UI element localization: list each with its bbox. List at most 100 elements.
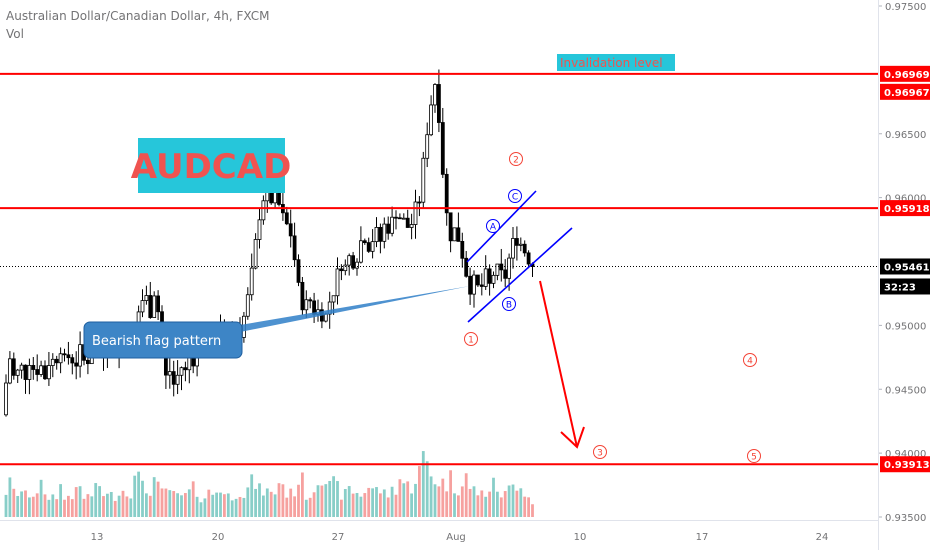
- candle-bear: [74, 362, 79, 367]
- volume-bar: [199, 502, 203, 517]
- volume-bar: [55, 499, 59, 517]
- volume-bar: [402, 483, 406, 517]
- level-badge-second-bg: [880, 83, 930, 100]
- candle-bear: [460, 241, 465, 259]
- volume-bar: [223, 494, 226, 517]
- volume-bar: [141, 480, 144, 517]
- volume-bar: [371, 488, 374, 517]
- volume-bar: [70, 499, 74, 517]
- volume-bar: [437, 486, 441, 517]
- candle-bull: [253, 239, 258, 269]
- level-badge-low-bg: [880, 456, 930, 473]
- volume-bar: [386, 497, 390, 517]
- candle-bear: [70, 357, 75, 364]
- candle-bear: [43, 365, 47, 380]
- price-tick-label: 0.96000: [885, 194, 926, 205]
- candle-bull: [358, 240, 363, 263]
- candle-bull: [401, 217, 406, 220]
- volume-bar: [496, 491, 499, 517]
- volume-bar: [133, 475, 137, 517]
- candle-bull: [370, 241, 375, 252]
- current-price-badge-bg: [880, 258, 930, 275]
- volume-bar: [418, 466, 421, 517]
- volume-bar: [28, 497, 31, 517]
- candle-bear: [464, 257, 469, 277]
- candle-bull: [167, 371, 172, 376]
- volume-bar: [191, 481, 195, 517]
- candle-bull: [433, 84, 437, 106]
- price-tick-label: 0.94000: [885, 449, 926, 460]
- volume-bar: [152, 477, 156, 517]
- volume-bar: [347, 486, 351, 517]
- candle-bear: [11, 358, 16, 376]
- candle-layer: [4, 69, 535, 417]
- candle-bear: [308, 299, 313, 302]
- volume-bar: [90, 496, 94, 517]
- candle-bull: [15, 369, 20, 376]
- level-badge-second: 0.96967: [884, 88, 930, 99]
- candle-bull: [472, 274, 476, 295]
- volume-bar: [324, 484, 328, 517]
- abc-marker-label: A: [490, 223, 497, 233]
- time-tick-label: 27: [332, 532, 345, 543]
- candle-bull: [425, 134, 430, 159]
- volume-bar: [394, 494, 398, 517]
- volume-indicator-label: Vol: [6, 27, 24, 41]
- volume-bar: [125, 496, 129, 517]
- candle-bear: [386, 223, 391, 234]
- volume-bar: [421, 451, 425, 517]
- candle-bull: [152, 295, 157, 318]
- volume-bar: [304, 499, 308, 517]
- volume-bar: [211, 494, 215, 517]
- volume-bar: [464, 473, 468, 517]
- price-tick-label: 0.96500: [885, 130, 926, 141]
- volume-bar: [121, 490, 125, 517]
- volume-bar: [254, 488, 257, 517]
- invalidation-label: Invalidation level: [560, 56, 663, 70]
- wave-marker-circle: [509, 152, 523, 166]
- candle-bear: [444, 173, 449, 214]
- level-badge-top-bg: [880, 65, 930, 82]
- volume-bar: [129, 498, 133, 517]
- candle-bear: [300, 281, 305, 311]
- level-badge-low: 0.93913: [884, 460, 930, 471]
- volume-bar: [234, 498, 238, 517]
- candle-bull: [78, 344, 82, 367]
- abc-marker-circle: [502, 297, 516, 311]
- candle-bull: [511, 238, 515, 259]
- candle-bear: [475, 274, 480, 286]
- volume-bar: [39, 479, 43, 517]
- volume-bar: [242, 497, 246, 517]
- candle-bear: [397, 217, 402, 220]
- volume-bar: [468, 488, 472, 517]
- volume-bar: [258, 483, 261, 517]
- candle-bull: [144, 295, 149, 301]
- candle-bull: [179, 367, 184, 376]
- candle-bull: [495, 263, 500, 276]
- volume-bar: [98, 486, 101, 517]
- volume-bar: [507, 485, 511, 517]
- candle-bull: [507, 257, 512, 279]
- candle-bull: [4, 382, 8, 416]
- volume-bar: [519, 488, 523, 517]
- volume-bar: [78, 486, 82, 517]
- volume-bar: [176, 493, 179, 517]
- candle-bull: [331, 295, 336, 303]
- volume-bar: [63, 499, 66, 517]
- volume-bar: [308, 497, 312, 517]
- volume-bar: [265, 488, 269, 517]
- candle-bear: [456, 227, 461, 242]
- volume-bar: [511, 484, 515, 517]
- candle-bull: [58, 353, 63, 364]
- wave-marker-label: 3: [597, 449, 603, 459]
- volume-bar: [207, 489, 211, 517]
- volume-bar: [336, 481, 339, 517]
- volume-bar: [180, 495, 183, 517]
- volume-bar: [445, 491, 449, 517]
- channel-lower-line: [467, 227, 573, 323]
- current-price-badge: 0.95461: [884, 262, 930, 273]
- candle-bear: [468, 275, 473, 295]
- candle-bull: [257, 219, 262, 240]
- volume-bar: [429, 476, 433, 517]
